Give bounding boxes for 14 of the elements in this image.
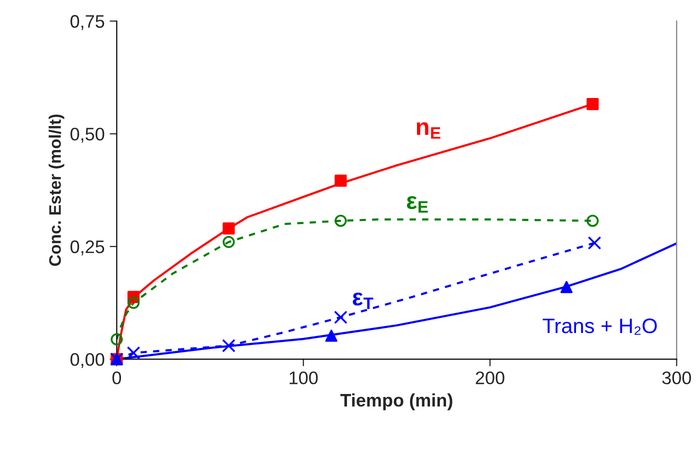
y-axis-title: Conc. Ester (mol/lt) (48, 114, 64, 266)
x-axis-title: Tiempo (min) (340, 393, 452, 410)
y-tick-label: 0,50 (70, 128, 104, 143)
y-tick-label: 0,00 (70, 353, 104, 368)
series-label: Trans + H₂O (542, 318, 657, 335)
text: ε$_{E}$ (406, 196, 428, 213)
x-tick-label: 300 (662, 371, 691, 384)
x-tick-label: 0 (112, 371, 122, 384)
y-tick-label: 0,25 (70, 240, 104, 256)
x-tick-label: 100 (290, 371, 318, 384)
text: n$_{E}$ (416, 122, 440, 139)
x-tick-label: 200 (476, 371, 504, 384)
y-tick-label: 0,75 (70, 15, 104, 30)
series-label: ε$_{T}$ (352, 292, 374, 310)
